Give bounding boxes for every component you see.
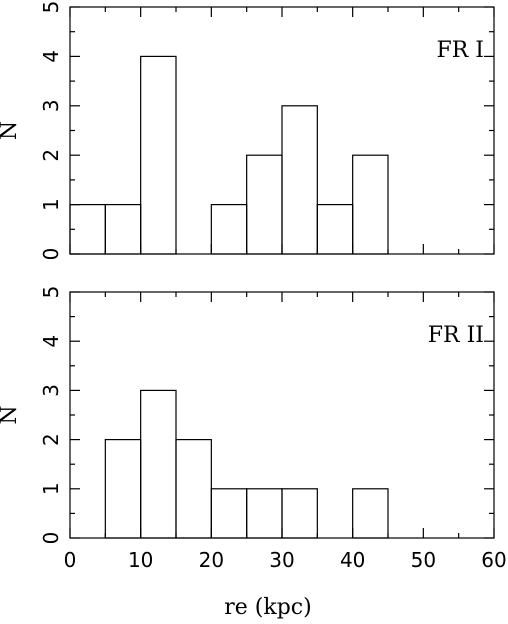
y-tick-label: 3 — [39, 99, 63, 112]
x-tick-label: 20 — [199, 548, 224, 572]
panel-annotation: FR I — [436, 38, 484, 63]
x-tick-label: 40 — [340, 548, 365, 572]
x-tick-label: 30 — [269, 548, 294, 572]
y-tick-label: 3 — [39, 384, 63, 397]
histogram-bar — [104, 439, 142, 539]
histogram-bar — [281, 105, 318, 255]
histogram-bar — [352, 488, 389, 539]
x-tick-label: 0 — [64, 548, 77, 572]
y-tick-label: 1 — [39, 198, 63, 211]
histogram-bar — [352, 154, 389, 255]
x-axis-label: re (kpc) — [224, 595, 311, 620]
y-tick-label: 0 — [39, 248, 63, 261]
x-tick-label: 50 — [411, 548, 436, 572]
histogram-bar — [210, 204, 248, 255]
histogram-bar — [140, 55, 177, 255]
y-tick-label: 2 — [39, 149, 63, 162]
histogram-bar — [104, 204, 142, 255]
y-tick-label: 5 — [39, 1, 63, 14]
histogram-bar — [246, 488, 283, 539]
x-tick-label: 10 — [128, 548, 153, 572]
y-tick-label: 2 — [39, 433, 63, 446]
panel-annotation: FR II — [428, 323, 484, 348]
y-axis-label: N — [0, 405, 22, 424]
y-tick-label: 4 — [39, 335, 63, 348]
histogram-bar — [140, 389, 177, 539]
histogram-bar — [175, 439, 212, 539]
histogram-bar — [210, 488, 248, 539]
histogram-bar — [69, 204, 106, 255]
y-tick-label: 5 — [39, 286, 63, 299]
y-tick-label: 0 — [39, 532, 63, 545]
histogram-bar — [316, 204, 354, 255]
y-tick-label: 4 — [39, 50, 63, 63]
x-tick-label: 60 — [481, 548, 506, 572]
y-axis-label: N — [0, 121, 22, 140]
histogram-bar — [246, 154, 283, 255]
histogram-bar — [281, 488, 318, 539]
y-tick-label: 1 — [39, 482, 63, 495]
